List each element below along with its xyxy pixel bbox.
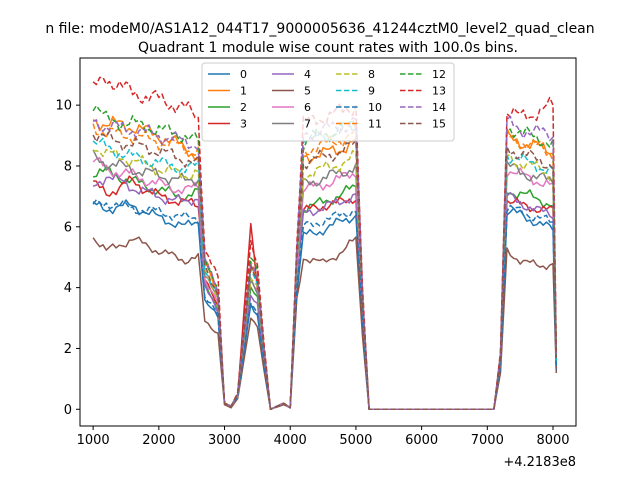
series-line-8 [93,148,558,411]
chart-title: Quadrant 1 module wise count rates with … [138,40,518,56]
legend-label-14: 14 [432,101,446,114]
x-tick-label: 7000 [471,433,504,448]
y-tick-label: 6 [64,220,72,235]
legend-label-10: 10 [368,101,382,114]
series-layer [92,76,558,411]
legend-label-0: 0 [240,68,247,81]
y-tick-label: 8 [64,159,72,174]
legend-label-11: 11 [368,118,382,131]
legend-box [201,62,455,142]
legend-label-4: 4 [304,68,311,81]
legend-label-12: 12 [432,68,446,81]
y-axis: 0 2 4 6 8 10 [55,99,80,418]
legend-label-15: 15 [432,118,446,131]
x-tick-label: 2000 [142,433,175,448]
legend-label-6: 6 [304,101,311,114]
x-offset-label: +4.2183e8 [503,455,576,470]
figure-suptitle: n file: modeM0/AS1A12_044T17_9000005636_… [45,21,594,37]
legend-label-5: 5 [304,85,311,98]
y-tick-label: 10 [55,99,72,114]
x-axis: 1000 2000 3000 4000 5000 6000 7000 8000 [77,426,570,448]
legend-label-1: 1 [240,85,247,98]
x-tick-label: 3000 [208,433,241,448]
legend-label-9: 9 [368,85,375,98]
series-line-15 [92,130,558,411]
y-tick-label: 0 [64,403,72,418]
legend-label-2: 2 [240,101,247,114]
x-tick-label: 8000 [536,433,569,448]
x-tick-label: 4000 [274,433,307,448]
axes-frame [79,57,577,427]
y-tick-label: 2 [64,342,72,357]
x-tick-label: 6000 [405,433,438,448]
legend-label-13: 13 [432,85,446,98]
y-tick-label: 4 [64,281,72,296]
legend-label-7: 7 [304,118,311,131]
legend-label-3: 3 [240,118,247,131]
x-tick-label: 1000 [77,433,110,448]
x-tick-label: 5000 [339,433,372,448]
legend-label-8: 8 [368,68,375,81]
